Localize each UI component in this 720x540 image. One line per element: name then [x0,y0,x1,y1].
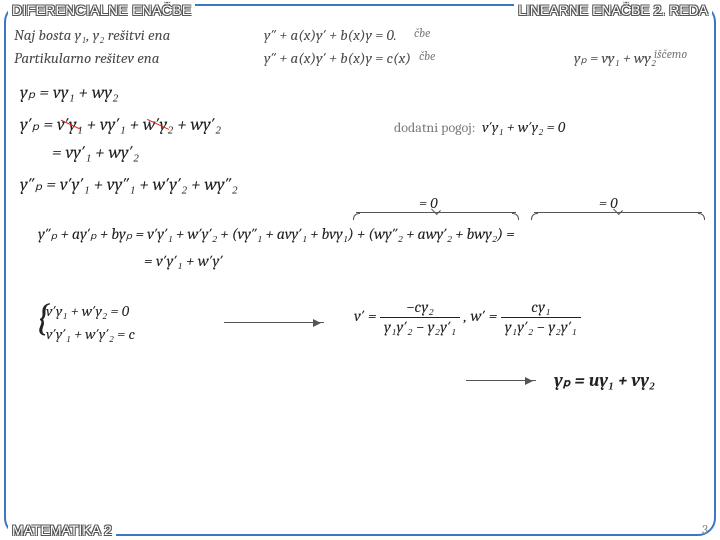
header-right: LINEARNE ENAČBE 2. REDA [514,2,712,18]
left-brace-icon: { [36,296,50,340]
zero-b: = 0 [599,194,618,212]
ypp-a: y′ₚ = [20,114,57,135]
ypp-b: + vy′₁ + [83,114,143,135]
yp-prime-line: y′ₚ = v′y₁ + vy′₁ + w′y₂ + wy′₂ [20,114,221,135]
arrow-icon [224,322,324,323]
footer-left: MATEMATIKA 2 [8,522,116,538]
cbe2: čbe [419,49,435,63]
brace-1 [356,212,516,218]
homog-eq: y″ + a(x)·y′ + b(x)y = 0. [264,26,397,44]
intro2: Partikularno rešitev ena [14,49,159,67]
system: { v′y₁ + w′y₂ = 0 v′y′₁ + w′y′₂ = c [46,302,135,344]
solution: v′ = −cy₂ y₁y′₂ − y₂y′₁ , w′ = cy₁ y₁y′₂… [354,298,581,337]
expansion-l2: = v′y′₁ + w′y′ [144,252,223,271]
strike2: w′y₂ [143,114,174,135]
vprime-lhs: v′ = [354,307,377,325]
vprime-frac: −cy₂ y₁y′₂ − y₂y′₁ [380,298,460,337]
sep: , [464,307,471,325]
expansion-l1: y″ₚ + ay′ₚ + byₚ = v′y′₁ + w′y′₂ + (vy″₁… [38,224,514,244]
intro-text-c: rešitvi ena [104,26,170,44]
strike1: v′y₁ [57,114,83,135]
wden: y₁y′₂ − y₂y′₁ [501,318,581,337]
nonhomog-eq: y″ + a(x)·y′ + b(x)y = c(x) [264,49,411,67]
y1y2: y₁, y₂ [75,26,105,44]
yp-dprime: y″ₚ = v′y′₁ + vy″₁ + w′y′₂ + wy″₂ [20,174,238,195]
cond-label: dodatni pogoj: v′y₁ + w′y₂ = 0 [394,118,565,137]
vnum: −cy₂ [380,298,460,318]
page-number: 3 [702,523,708,538]
final-result: yₚ = uy₁ + vy₂ [554,370,655,391]
cond-label-text: dodatni pogoj: [394,119,475,136]
wprime-frac: cy₁ y₁y′₂ − y₂y′₁ [501,298,581,337]
yp-prime-simpl: = vy′₁ + wy′₂ [52,142,139,163]
yp-line: yₚ = vy₁ + wy₂ [20,82,118,103]
vden: y₁y′₂ − y₂y′₁ [380,318,460,337]
intro-text: Naj bosta [14,26,75,44]
slide-content: Naj bosta y₁, y₂ rešitvi ena y″ + a(x)·y… [14,26,710,71]
wnum: cy₁ [501,298,581,318]
wprime-lhs: w′ = [471,307,498,325]
cond-eq: v′y₁ + w′y₂ = 0 [482,118,565,136]
ansatz: yₚ = v·y₁ + w·y₂ [574,49,656,68]
sys-l2: v′y′₁ + w′y′₂ = c [46,325,135,344]
sys-l1: v′y₁ + w′y₂ = 0 [46,302,135,321]
brace-2 [534,212,702,218]
zero-a: = 0 [419,194,438,212]
seek: iščemo [654,47,687,61]
arrow-icon-2 [466,380,536,381]
cbe1: čbe [414,26,430,40]
ypp-c: + wy′₂ [173,114,221,135]
header-left: DIFERENCIALNE ENAČBE [8,2,195,18]
